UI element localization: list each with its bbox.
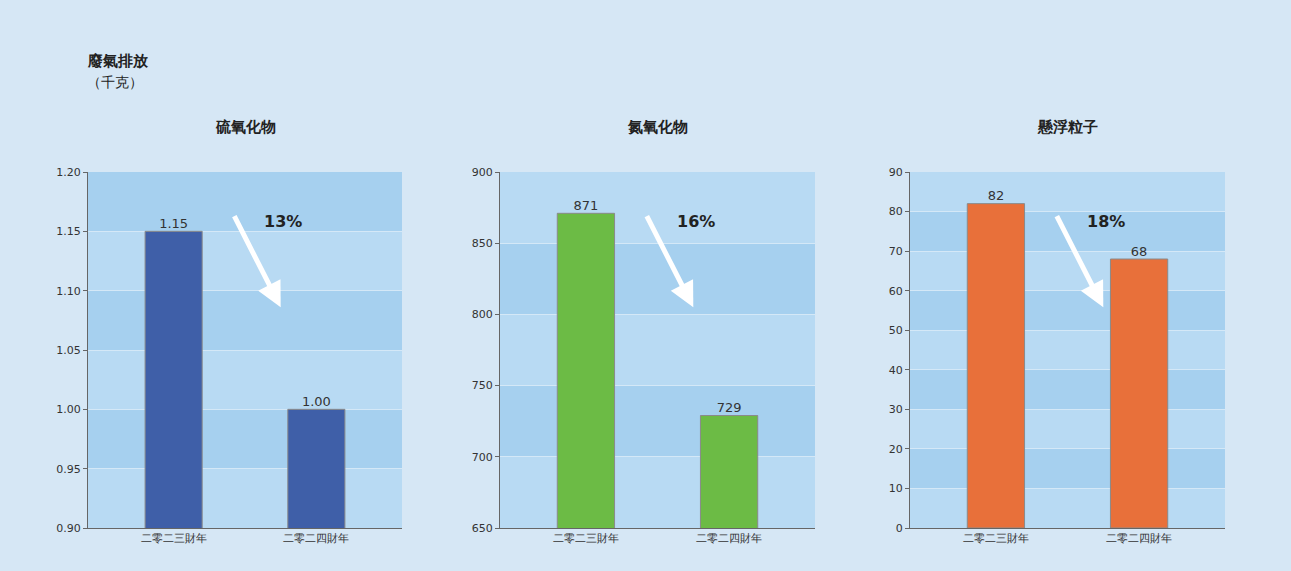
svg-text:20: 20 (889, 443, 903, 456)
svg-text:900: 900 (472, 166, 493, 179)
svg-text:1.00: 1.00 (56, 403, 81, 416)
svg-text:（千克）: （千克） (87, 74, 143, 90)
svg-text:70: 70 (889, 245, 903, 258)
svg-text:0: 0 (896, 522, 903, 535)
svg-text:二零二三財年: 二零二三財年 (141, 532, 207, 545)
svg-text:二零二四財年: 二零二四財年 (1106, 532, 1172, 545)
svg-text:0.95: 0.95 (56, 463, 81, 476)
svg-text:729: 729 (717, 400, 742, 415)
svg-text:1.00: 1.00 (302, 394, 331, 409)
svg-text:二零二三財年: 二零二三財年 (963, 532, 1029, 545)
svg-text:氮氧化物: 氮氧化物 (627, 118, 688, 136)
svg-text:1.15: 1.15 (159, 216, 188, 231)
svg-text:68: 68 (1131, 244, 1148, 259)
svg-text:1.05: 1.05 (56, 344, 81, 357)
svg-text:硫氧化物: 硫氧化物 (215, 118, 276, 136)
svg-text:40: 40 (889, 364, 903, 377)
svg-text:0.90: 0.90 (56, 522, 81, 535)
svg-text:50: 50 (889, 324, 903, 337)
svg-text:650: 650 (472, 522, 493, 535)
svg-text:二零二三財年: 二零二三財年 (553, 532, 619, 545)
svg-text:60: 60 (889, 285, 903, 298)
svg-text:二零二四財年: 二零二四財年 (283, 532, 349, 545)
svg-text:1.15: 1.15 (56, 225, 81, 238)
svg-text:30: 30 (889, 403, 903, 416)
svg-text:1.20: 1.20 (56, 166, 81, 179)
svg-text:1.10: 1.10 (56, 285, 81, 298)
svg-text:懸浮粒子: 懸浮粒子 (1037, 118, 1098, 136)
svg-text:800: 800 (472, 308, 493, 321)
svg-text:700: 700 (472, 451, 493, 464)
svg-text:871: 871 (573, 198, 598, 213)
svg-text:二零二四財年: 二零二四財年 (696, 532, 762, 545)
svg-text:廢氣排放: 廢氣排放 (87, 52, 149, 70)
svg-text:750: 750 (472, 379, 493, 392)
svg-text:16%: 16% (677, 212, 715, 231)
svg-text:850: 850 (472, 237, 493, 250)
svg-text:80: 80 (889, 205, 903, 218)
svg-text:82: 82 (988, 188, 1005, 203)
svg-text:90: 90 (889, 166, 903, 179)
svg-text:13%: 13% (264, 212, 302, 231)
svg-text:10: 10 (889, 482, 903, 495)
svg-text:18%: 18% (1087, 212, 1125, 231)
